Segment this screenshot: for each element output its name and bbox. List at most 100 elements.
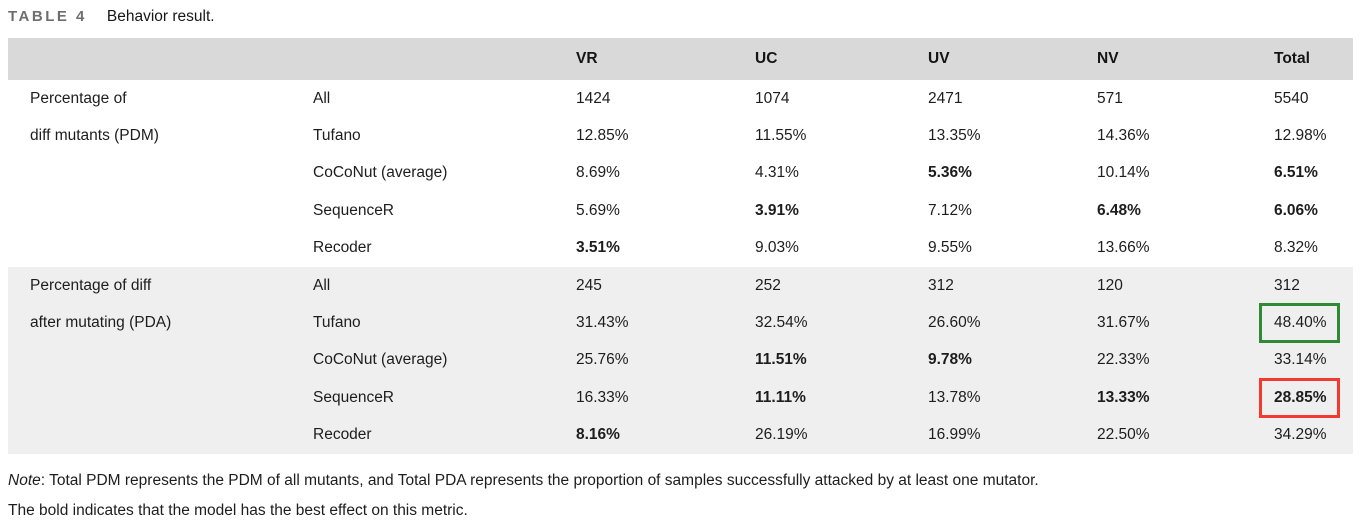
cell-value: 6.48%: [1097, 201, 1141, 219]
note-line-1: Note: Total PDM represents the PDM of al…: [8, 466, 1357, 496]
row-group-label: Percentage of: [30, 89, 127, 107]
cell-nv: 13.33%: [1097, 389, 1274, 407]
cell-nv: 31.67%: [1097, 314, 1274, 332]
cell-total: 6.06%: [1274, 202, 1353, 220]
row-model-label: Tufano: [313, 127, 361, 145]
highlight-box-green: 48.40%: [1259, 303, 1340, 344]
cell-value: 120: [1097, 276, 1123, 294]
cell-value: 11.55%: [755, 127, 807, 145]
header-vr: VR: [576, 50, 598, 67]
cell-value: 12.98%: [1274, 127, 1327, 145]
row-group-label: diff mutants (PDM): [30, 127, 159, 145]
cell-uv: 16.99%: [928, 426, 1097, 444]
cell-uv: 26.60%: [928, 314, 1097, 332]
cell-total: 5540: [1274, 90, 1353, 108]
cell-value: 14.36%: [1097, 127, 1150, 145]
cell-value: 25.76%: [576, 351, 629, 369]
cell-uv: 13.78%: [928, 389, 1097, 407]
highlight-box-red: 28.85%: [1259, 377, 1340, 418]
note-line-2: The bold indicates that the model has th…: [8, 501, 468, 519]
cell-value: 5.36%: [928, 164, 972, 182]
table-caption: Behavior result.: [106, 8, 215, 25]
cell-value: 1424: [576, 89, 611, 107]
cell-uc: 32.54%: [755, 314, 928, 332]
cell-value: 7.12%: [928, 201, 972, 219]
cell-value: 2471: [928, 89, 963, 107]
cell-value: 4.31%: [755, 164, 799, 182]
table-row: SequenceR 16.33% 11.11% 13.78% 13.33% 28.85%: [8, 377, 1353, 418]
header-uc: UC: [755, 50, 778, 67]
row-model-label: SequenceR: [313, 388, 395, 406]
table-row: Recoder 3.51% 9.03% 9.55% 13.66% 8.32%: [8, 230, 1353, 267]
cell-nv: 22.33%: [1097, 351, 1274, 369]
cell-value: 31.67%: [1097, 314, 1150, 332]
cell-value: 312: [1274, 276, 1300, 294]
cell-nv: 14.36%: [1097, 127, 1274, 145]
cell-value: 13.78%: [928, 388, 981, 406]
table-number-label: TABLE 4: [8, 8, 87, 25]
cell-nv: 120: [1097, 277, 1274, 295]
cell-value: 5.69%: [576, 201, 620, 219]
cell-total: 312: [1274, 277, 1353, 295]
cell-nv: 6.48%: [1097, 202, 1274, 220]
table-section-pda: Percentage of diff All 245 252 312 120 312 afte…: [8, 266, 1353, 454]
row-model-label: All: [313, 89, 331, 107]
cell-uc: 4.31%: [755, 164, 928, 182]
cell-value: 16.99%: [928, 426, 981, 444]
cell-uv: 9.78%: [928, 351, 1097, 369]
table-row: Percentage of diff All 245 252 312 120 312: [8, 267, 1353, 304]
cell-uc: 26.19%: [755, 426, 928, 444]
cell-value: 22.50%: [1097, 426, 1150, 444]
cell-value: 48.40%: [1274, 314, 1327, 332]
cell-value: 1074: [755, 89, 790, 107]
cell-value: 31.43%: [576, 314, 629, 332]
cell-value: 34.29%: [1274, 426, 1327, 444]
row-group-label: after mutating (PDA): [30, 314, 172, 332]
note-label: Note: [8, 471, 41, 489]
cell-total: 34.29%: [1274, 426, 1353, 444]
cell-vr: 31.43%: [576, 314, 755, 332]
cell-value: 10.14%: [1097, 164, 1150, 182]
table-section-pdm: Percentage of All 1424 1074 2471 571 5540 diff …: [8, 80, 1353, 267]
cell-uc: 11.51%: [755, 351, 928, 369]
header-total: Total: [1274, 50, 1310, 67]
cell-vr: 12.85%: [576, 127, 755, 145]
row-model-label: Tufano: [313, 314, 361, 332]
table-body: Percentage of All 1424 1074 2471 571 5540 diff …: [8, 80, 1353, 454]
table-row: Recoder 8.16% 26.19% 16.99% 22.50% 34.29%: [8, 417, 1353, 454]
note-text-1: : Total PDM represents the PDM of all mu…: [40, 471, 1039, 489]
header-uv: UV: [928, 50, 950, 67]
cell-uc: 9.03%: [755, 239, 928, 257]
table-note: Note: Total PDM represents the PDM of al…: [8, 466, 1357, 526]
cell-value: 13.66%: [1097, 239, 1150, 257]
table-row: CoCoNut (average) 25.76% 11.51% 9.78% 22.33%…: [8, 342, 1353, 379]
cell-value: 8.69%: [576, 164, 620, 182]
cell-uc: 11.55%: [755, 127, 928, 145]
cell-value: 22.33%: [1097, 351, 1150, 369]
header-nv: NV: [1097, 50, 1119, 67]
table-row: after mutating (PDA) Tufano 31.43% 32.54% 26…: [8, 303, 1353, 344]
cell-value: 12.85%: [576, 127, 629, 145]
cell-vr: 1424: [576, 90, 755, 108]
table-row: diff mutants (PDM) Tufano 12.85% 11.55% 13.3…: [8, 117, 1353, 154]
cell-vr: 8.16%: [576, 426, 755, 444]
cell-total: 6.51%: [1274, 164, 1353, 182]
cell-total: 28.85%: [1259, 377, 1353, 418]
cell-uv: 7.12%: [928, 202, 1097, 220]
row-group-label: Percentage of diff: [30, 276, 152, 294]
cell-value: 33.14%: [1274, 351, 1327, 369]
cell-value: 252: [755, 276, 781, 294]
cell-uv: 13.35%: [928, 127, 1097, 145]
cell-uc: 252: [755, 277, 928, 295]
cell-nv: 13.66%: [1097, 239, 1274, 257]
row-model-label: CoCoNut (average): [313, 351, 448, 369]
row-model-label: All: [313, 276, 331, 294]
table-row: SequenceR 5.69% 3.91% 7.12% 6.48% 6.06%: [8, 192, 1353, 229]
cell-vr: 5.69%: [576, 202, 755, 220]
cell-uv: 5.36%: [928, 164, 1097, 182]
cell-value: 8.32%: [1274, 239, 1318, 257]
cell-uv: 2471: [928, 90, 1097, 108]
cell-total: 33.14%: [1274, 351, 1353, 369]
cell-value: 11.11%: [755, 388, 806, 406]
